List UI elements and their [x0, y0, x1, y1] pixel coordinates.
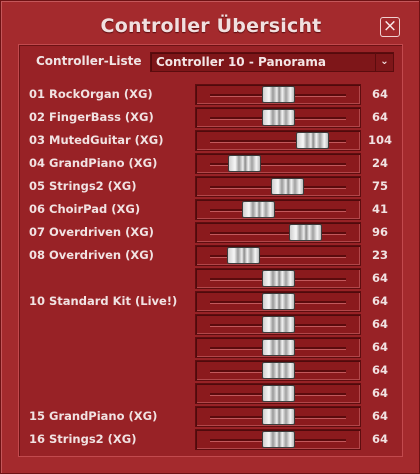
slider-thumb[interactable]	[262, 339, 295, 356]
channel-row: 15 GrandPiano (XG) 64	[1, 406, 420, 427]
channel-name: 06 ChoirPad (XG)	[29, 202, 141, 216]
slider-groove	[210, 163, 346, 166]
slider-thumb[interactable]	[262, 316, 295, 333]
channel-value: 64	[371, 340, 388, 354]
controller-list-label: Controller-Liste	[36, 54, 142, 68]
slider-thumb[interactable]	[242, 201, 275, 218]
channel-row: 64	[1, 314, 420, 335]
channel-slider[interactable]	[195, 130, 361, 151]
channel-slider[interactable]	[195, 383, 361, 404]
channel-value: 24	[371, 156, 388, 170]
channel-slider[interactable]	[195, 176, 361, 197]
channel-value: 64	[371, 110, 388, 124]
channel-name: 07 Overdriven (XG)	[29, 225, 154, 239]
slider-thumb[interactable]	[262, 408, 295, 425]
channel-name: 03 MutedGuitar (XG)	[29, 133, 164, 147]
channel-value: 64	[371, 363, 388, 377]
channel-name: 16 Strings2 (XG)	[29, 432, 137, 446]
chevron-down-icon[interactable]: ⌄	[375, 53, 393, 71]
slider-thumb[interactable]	[289, 224, 322, 241]
channel-name: 10 Standard Kit (Live!)	[29, 294, 178, 308]
channel-row: 64	[1, 383, 420, 404]
channel-slider[interactable]	[195, 360, 361, 381]
channel-row: 64	[1, 268, 420, 289]
slider-thumb[interactable]	[271, 178, 304, 195]
channel-name: 01 RockOrgan (XG)	[29, 87, 153, 101]
channel-value: 64	[371, 87, 388, 101]
channel-slider[interactable]	[195, 314, 361, 335]
channel-value: 96	[371, 225, 388, 239]
channel-slider[interactable]	[195, 199, 361, 220]
slider-thumb[interactable]	[262, 86, 295, 103]
channel-slider[interactable]	[195, 107, 361, 128]
channel-row: 07 Overdriven (XG) 96	[1, 222, 420, 243]
channel-row: 01 RockOrgan (XG) 64	[1, 84, 420, 105]
channel-row: 10 Standard Kit (Live!) 64	[1, 291, 420, 312]
channel-value: 104	[367, 133, 392, 147]
slider-thumb[interactable]	[296, 132, 329, 149]
controller-select-value: Controller 10 - Panorama	[156, 55, 326, 69]
channel-row: 08 Overdriven (XG) 23	[1, 245, 420, 266]
channel-row: 64	[1, 360, 420, 381]
channel-value: 64	[371, 294, 388, 308]
channel-name: 02 FingerBass (XG)	[29, 110, 154, 124]
channel-name: 15 GrandPiano (XG)	[29, 409, 158, 423]
channel-row: 02 FingerBass (XG) 64	[1, 107, 420, 128]
slider-thumb[interactable]	[262, 270, 295, 287]
channel-row: 16 Strings2 (XG) 64	[1, 429, 420, 450]
channel-value: 23	[371, 248, 388, 262]
window-title: Controller Übersicht	[100, 15, 322, 37]
slider-groove	[210, 255, 346, 258]
slider-groove	[210, 140, 346, 143]
channel-name: 05 Strings2 (XG)	[29, 179, 137, 193]
controller-select[interactable]: Controller 10 - Panorama ⌄	[150, 52, 394, 72]
channel-row: 06 ChoirPad (XG) 41	[1, 199, 420, 220]
channel-slider[interactable]	[195, 429, 361, 450]
slider-thumb[interactable]	[228, 155, 261, 172]
channel-slider[interactable]	[195, 406, 361, 427]
channel-slider[interactable]	[195, 268, 361, 289]
channel-value: 64	[371, 271, 388, 285]
channel-name: 08 Overdriven (XG)	[29, 248, 154, 262]
channel-slider[interactable]	[195, 245, 361, 266]
channel-row: 05 Strings2 (XG) 75	[1, 176, 420, 197]
slider-thumb[interactable]	[262, 385, 295, 402]
channel-row: 03 MutedGuitar (XG) 104	[1, 130, 420, 151]
channel-slider[interactable]	[195, 222, 361, 243]
channel-slider[interactable]	[195, 153, 361, 174]
channel-slider[interactable]	[195, 84, 361, 105]
channel-slider[interactable]	[195, 291, 361, 312]
slider-groove	[210, 232, 346, 235]
channel-value: 64	[371, 386, 388, 400]
slider-thumb[interactable]	[262, 431, 295, 448]
channel-slider[interactable]	[195, 337, 361, 358]
channel-value: 64	[371, 317, 388, 331]
close-icon[interactable]: ×	[380, 17, 400, 37]
channel-row: 04 GrandPiano (XG) 24	[1, 153, 420, 174]
channel-row: 64	[1, 337, 420, 358]
channel-value: 64	[371, 409, 388, 423]
slider-thumb[interactable]	[262, 109, 295, 126]
slider-groove	[210, 209, 346, 212]
channel-value: 64	[371, 432, 388, 446]
slider-thumb[interactable]	[262, 293, 295, 310]
slider-thumb[interactable]	[262, 362, 295, 379]
channel-name: 04 GrandPiano (XG)	[29, 156, 158, 170]
channel-value: 41	[371, 202, 388, 216]
channel-value: 75	[371, 179, 388, 193]
slider-thumb[interactable]	[227, 247, 260, 264]
